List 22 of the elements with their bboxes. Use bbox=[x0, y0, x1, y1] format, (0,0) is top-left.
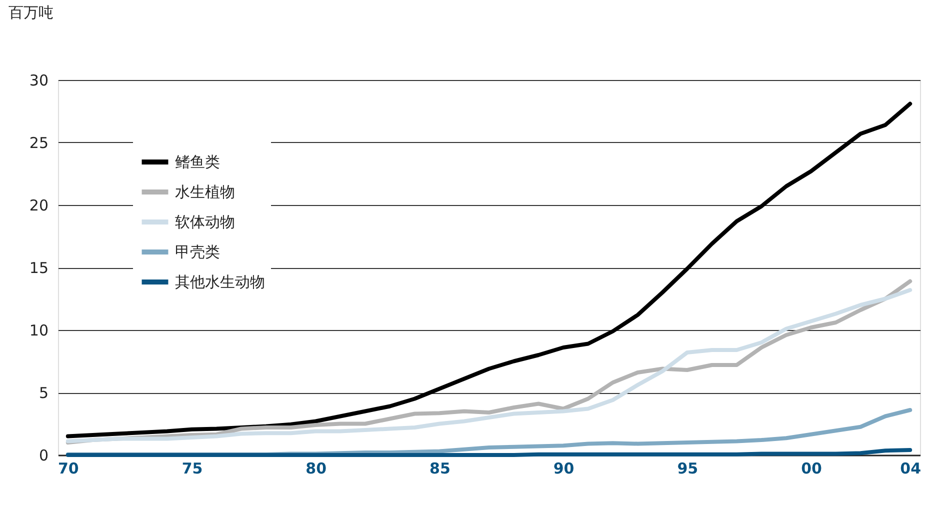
y-tick-label: 15 bbox=[29, 259, 48, 277]
line-series bbox=[66, 102, 912, 438]
legend-label: 水生植物 bbox=[175, 183, 235, 201]
x-tick-label: 85 bbox=[430, 460, 450, 478]
y-axis-title: 百万吨 bbox=[8, 4, 54, 22]
x-tick-label: 70 bbox=[58, 460, 79, 478]
x-tick-label: 00 bbox=[801, 460, 822, 478]
y-tick-label: 25 bbox=[29, 134, 48, 152]
legend-label: 甲壳类 bbox=[175, 243, 220, 261]
x-tick-label: 04 bbox=[900, 460, 922, 478]
x-tick-label: 75 bbox=[182, 460, 203, 478]
y-tick-label: 5 bbox=[38, 384, 48, 402]
x-tick-label: 90 bbox=[553, 460, 574, 478]
x-tick-label: 80 bbox=[306, 460, 327, 478]
legend-label: 软体动物 bbox=[175, 213, 235, 231]
y-tick-label: 20 bbox=[29, 196, 48, 214]
legend-label: 鳍鱼类 bbox=[175, 153, 220, 171]
legend-label: 其他水生动物 bbox=[175, 273, 265, 291]
y-tick-label: 0 bbox=[38, 446, 48, 464]
y-tick-label: 30 bbox=[29, 72, 48, 90]
x-tick-label: 95 bbox=[677, 460, 698, 478]
y-tick-label: 10 bbox=[29, 322, 48, 340]
